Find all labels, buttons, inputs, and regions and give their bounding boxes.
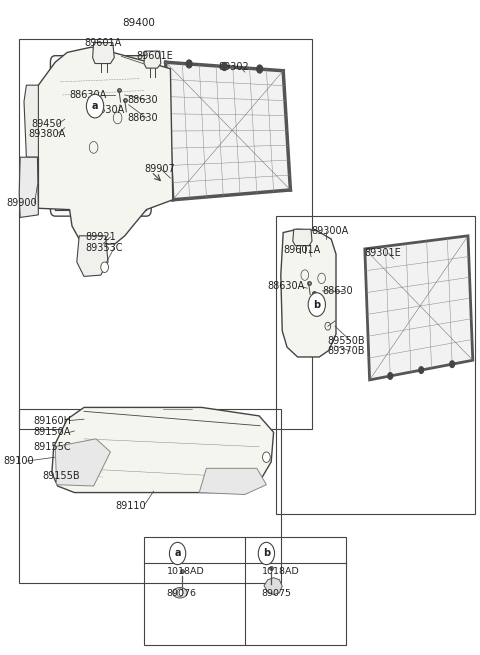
Circle shape bbox=[388, 373, 393, 379]
Text: 89160H: 89160H bbox=[34, 415, 72, 426]
Polygon shape bbox=[365, 236, 473, 380]
Polygon shape bbox=[281, 229, 336, 357]
Text: 89601A: 89601A bbox=[84, 38, 121, 48]
Polygon shape bbox=[19, 157, 38, 217]
Text: 89450: 89450 bbox=[31, 119, 62, 130]
Circle shape bbox=[86, 94, 104, 118]
Bar bbox=[144, 537, 346, 645]
Text: 89155C: 89155C bbox=[34, 441, 71, 452]
Circle shape bbox=[263, 452, 270, 462]
Polygon shape bbox=[144, 51, 161, 68]
Text: a: a bbox=[174, 548, 181, 559]
Text: 89921: 89921 bbox=[85, 232, 116, 242]
Circle shape bbox=[308, 293, 325, 316]
Text: 89301E: 89301E bbox=[365, 248, 402, 259]
Circle shape bbox=[419, 367, 423, 373]
Text: 88630: 88630 bbox=[323, 286, 353, 297]
Text: 89601A: 89601A bbox=[283, 245, 321, 255]
Text: 89110: 89110 bbox=[115, 500, 146, 511]
Text: 89076: 89076 bbox=[167, 589, 197, 598]
Text: 89100: 89100 bbox=[4, 456, 35, 466]
Circle shape bbox=[221, 63, 227, 70]
Bar bbox=[276, 216, 475, 514]
Bar bbox=[19, 409, 281, 583]
Text: 89150A: 89150A bbox=[34, 427, 71, 438]
Polygon shape bbox=[52, 407, 274, 493]
Circle shape bbox=[101, 262, 108, 272]
Circle shape bbox=[186, 60, 192, 68]
Text: b: b bbox=[313, 299, 320, 310]
Text: 1018AD: 1018AD bbox=[167, 567, 204, 576]
Text: 89370B: 89370B bbox=[327, 346, 365, 356]
Ellipse shape bbox=[173, 588, 187, 598]
Text: 89300A: 89300A bbox=[311, 225, 348, 236]
Polygon shape bbox=[293, 229, 312, 246]
Text: 89400: 89400 bbox=[122, 18, 155, 28]
Text: 89900: 89900 bbox=[7, 198, 37, 208]
Text: a: a bbox=[92, 101, 98, 111]
Text: 89380A: 89380A bbox=[29, 128, 66, 139]
Text: 89075: 89075 bbox=[262, 589, 292, 598]
Text: 89601E: 89601E bbox=[137, 51, 174, 62]
Circle shape bbox=[177, 589, 183, 597]
Circle shape bbox=[169, 542, 186, 565]
Text: 89155B: 89155B bbox=[42, 470, 80, 481]
Circle shape bbox=[450, 361, 455, 367]
FancyBboxPatch shape bbox=[50, 56, 151, 216]
Circle shape bbox=[257, 65, 263, 73]
Polygon shape bbox=[24, 85, 38, 157]
Text: b: b bbox=[263, 548, 270, 559]
Circle shape bbox=[258, 542, 275, 565]
Text: 88630A: 88630A bbox=[70, 90, 107, 100]
Polygon shape bbox=[36, 47, 173, 246]
Text: 1018AD: 1018AD bbox=[262, 567, 300, 576]
Text: 88630: 88630 bbox=[127, 94, 158, 105]
Text: 88630: 88630 bbox=[127, 113, 158, 123]
Polygon shape bbox=[199, 468, 266, 495]
Text: 89907: 89907 bbox=[144, 164, 175, 174]
Polygon shape bbox=[77, 236, 108, 276]
Polygon shape bbox=[93, 43, 114, 64]
Polygon shape bbox=[55, 439, 110, 486]
Text: 89353C: 89353C bbox=[85, 242, 123, 253]
Text: 89302: 89302 bbox=[218, 62, 249, 72]
Text: 88630A: 88630A bbox=[268, 281, 305, 291]
Polygon shape bbox=[264, 578, 282, 595]
Text: 88630A: 88630A bbox=[87, 105, 125, 115]
Text: 89550B: 89550B bbox=[327, 335, 365, 346]
Polygon shape bbox=[166, 62, 290, 200]
Bar bbox=[19, 39, 312, 429]
